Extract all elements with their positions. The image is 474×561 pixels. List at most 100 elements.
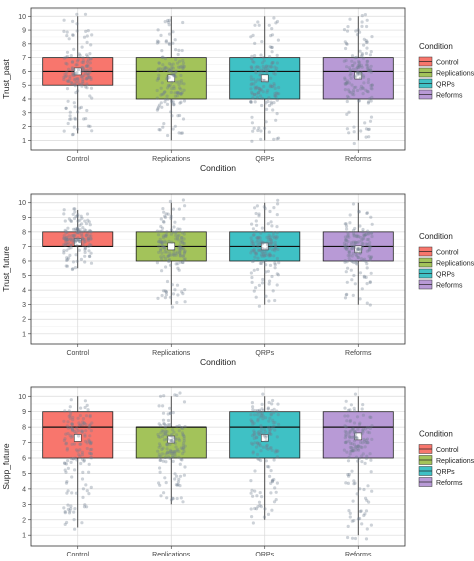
jitter-point [264,120,268,124]
jitter-point [275,98,279,102]
jitter-point [75,227,80,232]
jitter-point [260,61,265,65]
jitter-point [350,64,354,68]
jitter-point [268,209,272,214]
jitter-point [168,406,172,410]
jitter-point [172,86,176,91]
jitter-point [254,211,258,216]
jitter-point [350,449,354,453]
jitter-point [344,222,348,226]
jitter-point [181,64,185,68]
jitter-point [347,81,351,85]
jitter-point [71,267,75,271]
jitter-point [262,254,266,258]
jitter-point [356,88,360,93]
jitter-point [81,495,85,499]
jitter-point [256,457,260,461]
jitter-point [254,229,258,234]
jitter-point [273,86,277,90]
jitter-point [254,295,258,299]
jitter-point [86,73,90,77]
jitter-point [74,91,78,95]
jitter-point [165,451,169,455]
jitter-point [158,128,162,132]
jitter-point [353,56,357,60]
jitter-point [69,54,73,58]
jitter-point [264,459,268,463]
jitter-point [359,509,363,513]
jitter-point [66,237,70,242]
jitter-point [181,241,185,245]
jitter-point [62,77,66,82]
jitter-point [74,431,78,435]
y-tick-label: 6 [22,258,26,265]
jitter-point [268,242,272,246]
legend-title: Condition [419,430,453,439]
jitter-point [177,424,181,428]
jitter-point [273,428,277,432]
jitter-point [348,253,352,257]
jitter-point [258,88,262,92]
jitter-point [347,256,351,261]
jitter-point [68,117,72,121]
jitter-point [160,269,164,273]
jitter-point [257,443,261,447]
legend-label: Reforms [436,480,463,487]
mean-marker [167,435,176,444]
jitter-point [159,424,163,428]
jitter-point [344,425,348,429]
jitter-point [267,419,271,423]
jitter-point [365,266,369,270]
jitter-point [84,439,88,443]
jitter-point [85,108,89,113]
jitter-point [353,75,357,79]
jitter-point [173,472,177,476]
jitter-point [361,441,365,445]
jitter-point [174,251,178,256]
jitter-point [258,415,262,419]
jitter-point [269,241,273,245]
jitter-point [76,236,80,240]
jitter-point [89,237,93,241]
jitter-point [360,287,364,291]
jitter-point [344,58,348,63]
jitter-point [170,70,174,74]
jitter-point [274,246,278,250]
jitter-point [165,102,170,106]
jitter-point [86,236,90,240]
jitter-point [62,129,66,133]
jitter-point [83,434,87,438]
jitter-point [366,441,370,445]
x-tick-label: QRPs [255,552,274,556]
jitter-point [252,60,256,64]
jitter-point [352,479,356,483]
jitter-point [89,229,93,233]
jitter-point [258,432,262,436]
jitter-point [270,426,274,430]
jitter-point [263,206,267,211]
jitter-point [261,260,265,264]
jitter-point [252,247,256,252]
jitter-point [157,435,161,439]
jitter-point [250,139,254,143]
jitter-point [275,450,279,454]
jitter-point [165,442,169,446]
jitter-point [257,65,261,70]
jitter-point [88,448,92,452]
jitter-point [180,431,185,435]
jitter-point [172,440,176,444]
jitter-point [260,103,264,108]
jitter-point [262,59,266,63]
jitter-point [177,80,181,84]
jitter-point [171,253,175,257]
jitter-point [71,33,75,37]
jitter-point [257,430,261,434]
jitter-point [347,235,351,239]
jitter-point [64,239,68,243]
jitter-point [360,14,364,18]
x-axis-title: Condition [200,357,236,367]
jitter-point [159,240,163,244]
jitter-point [181,500,185,504]
jitter-point [250,239,254,243]
jitter-point [353,241,357,246]
